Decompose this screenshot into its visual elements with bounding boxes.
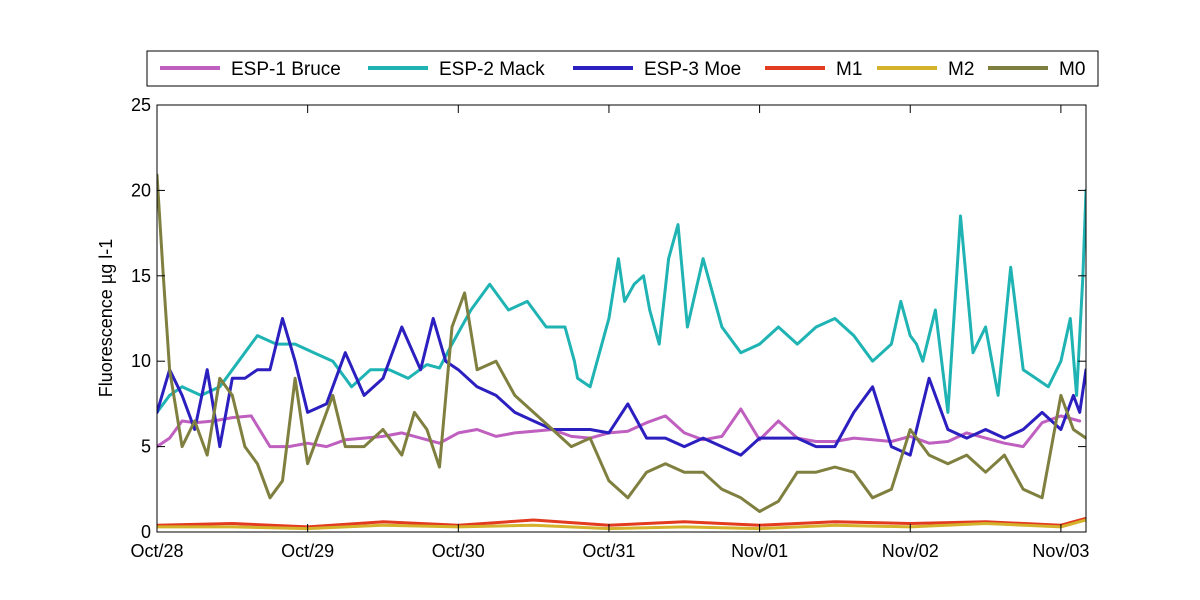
series-line-4: [157, 518, 1086, 531]
x-tick-label: Oct/28: [130, 541, 183, 561]
y-tick-label: 25: [131, 95, 151, 115]
series-line-5: [157, 173, 1086, 513]
legend-label: M0: [1059, 59, 1085, 80]
legend-label: M2: [948, 59, 974, 80]
plot-area: 0 5 10 15 20 25 Oct/28 Oct/29 Oct/30 Oct/31 Nov/0…: [130, 95, 1089, 561]
x-tick-label: Oct/30: [432, 541, 485, 561]
legend-label: ESP-1 Bruce: [231, 59, 341, 80]
series-lines: [157, 173, 1086, 531]
x-tick-label: Oct/31: [582, 541, 635, 561]
x-tick-label: Nov/02: [882, 541, 939, 561]
legend-label: M1: [836, 59, 862, 80]
x-axis: Oct/28 Oct/29 Oct/30 Oct/31 Nov/01 Nov/02 Nov/…: [130, 105, 1089, 561]
y-axis-label: Fluorescence µg l-1: [96, 239, 116, 397]
series-line-1: [157, 188, 1086, 414]
x-tick-label: Oct/29: [281, 541, 334, 561]
legend-entries: ESP-1 Bruce ESP-2 Mack ESP-3 Moe M1 M2 M0: [160, 59, 1085, 80]
y-axis: 0 5 10 15 20 25: [131, 95, 1086, 542]
y-tick-label: 5: [141, 437, 151, 457]
x-tick-label: Nov/01: [731, 541, 788, 561]
y-tick-label: 20: [131, 180, 151, 200]
series-line-3: [157, 516, 1086, 529]
legend: ESP-1 Bruce ESP-2 Mack ESP-3 Moe M1 M2 M0: [146, 50, 1099, 87]
plot-background: [157, 105, 1086, 532]
y-tick-label: 15: [131, 266, 151, 286]
series-line-2: [157, 317, 1086, 457]
x-tick-label: Nov/03: [1032, 541, 1089, 561]
plot-frame: [156, 104, 1087, 533]
legend-label: ESP-3 Moe: [644, 59, 741, 80]
y-tick-label: 10: [131, 351, 151, 371]
y-tick-label: 0: [141, 522, 151, 542]
legend-label: ESP-2 Mack: [439, 59, 545, 80]
